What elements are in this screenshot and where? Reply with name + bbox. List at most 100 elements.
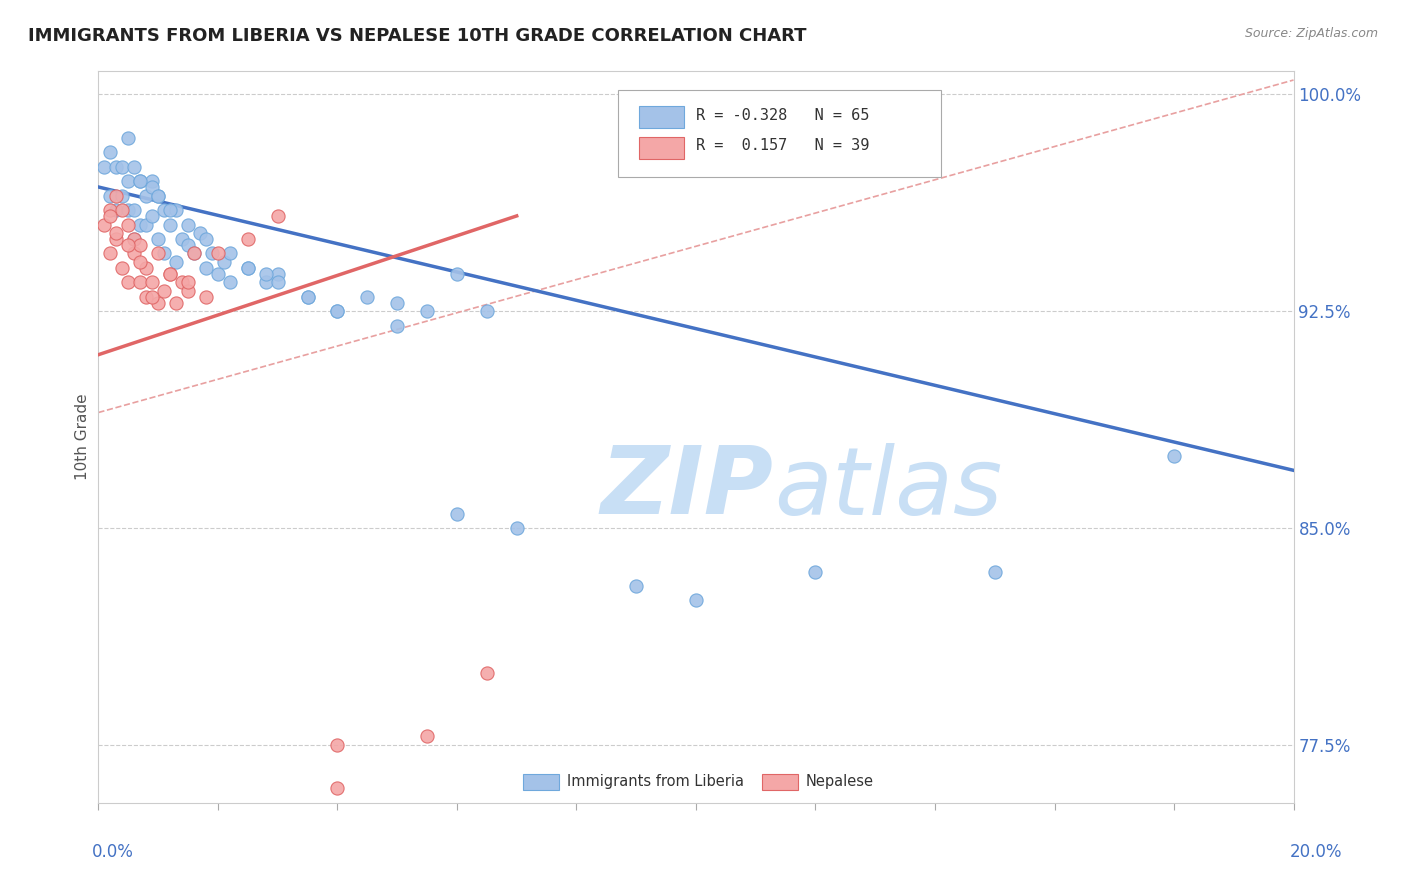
Point bbox=[165, 255, 187, 269]
Point bbox=[267, 209, 290, 223]
Point bbox=[129, 174, 152, 188]
Text: Immigrants from Liberia: Immigrants from Liberia bbox=[567, 774, 744, 789]
Point bbox=[117, 218, 139, 232]
Text: 20.0%: 20.0% bbox=[1291, 843, 1343, 861]
Bar bbox=[762, 773, 797, 789]
Point bbox=[219, 246, 242, 260]
Point bbox=[236, 232, 259, 246]
Text: 0.0%: 0.0% bbox=[91, 843, 134, 861]
Point bbox=[212, 255, 235, 269]
Y-axis label: 10th Grade: 10th Grade bbox=[75, 393, 90, 481]
Point bbox=[183, 246, 205, 260]
Point bbox=[297, 290, 319, 304]
Point bbox=[93, 218, 115, 232]
Point bbox=[93, 160, 115, 174]
Point bbox=[153, 246, 176, 260]
Point bbox=[124, 232, 146, 246]
Point bbox=[124, 203, 146, 218]
Point bbox=[153, 203, 176, 218]
Point bbox=[201, 246, 224, 260]
Point bbox=[129, 255, 152, 269]
Point bbox=[326, 781, 349, 796]
Point bbox=[124, 160, 146, 174]
Point bbox=[385, 295, 409, 310]
Point bbox=[135, 188, 157, 202]
Text: R = -0.328   N = 65: R = -0.328 N = 65 bbox=[696, 108, 869, 123]
Point bbox=[219, 276, 242, 290]
Text: atlas: atlas bbox=[773, 442, 1002, 533]
Point bbox=[105, 227, 128, 241]
Point bbox=[195, 232, 218, 246]
Point bbox=[506, 521, 529, 535]
Point bbox=[177, 218, 200, 232]
Point bbox=[148, 246, 170, 260]
Point bbox=[1163, 449, 1185, 463]
Point bbox=[356, 290, 378, 304]
Point bbox=[124, 232, 146, 246]
Point bbox=[129, 174, 152, 188]
Point bbox=[685, 593, 707, 607]
Text: Source: ZipAtlas.com: Source: ZipAtlas.com bbox=[1244, 27, 1378, 40]
Point bbox=[172, 232, 194, 246]
Point bbox=[188, 227, 211, 241]
Point bbox=[111, 260, 134, 275]
Point bbox=[141, 276, 163, 290]
Point bbox=[153, 284, 176, 298]
Point bbox=[98, 203, 122, 218]
Point bbox=[172, 276, 194, 290]
Point bbox=[105, 188, 128, 202]
Point bbox=[117, 237, 139, 252]
Point bbox=[159, 267, 181, 281]
Point bbox=[236, 260, 259, 275]
Point bbox=[159, 267, 181, 281]
Bar bbox=[638, 137, 685, 159]
Point bbox=[297, 290, 319, 304]
Point bbox=[105, 160, 128, 174]
Point bbox=[326, 738, 349, 752]
Point bbox=[984, 565, 1007, 579]
Bar bbox=[523, 773, 558, 789]
Point bbox=[117, 276, 139, 290]
Point bbox=[177, 284, 200, 298]
Point bbox=[98, 246, 122, 260]
Point bbox=[135, 290, 157, 304]
Point bbox=[148, 188, 170, 202]
Point bbox=[267, 276, 290, 290]
Bar bbox=[638, 106, 685, 128]
Point bbox=[148, 232, 170, 246]
Point bbox=[129, 237, 152, 252]
Point bbox=[177, 237, 200, 252]
Point bbox=[195, 260, 218, 275]
Point bbox=[141, 180, 163, 194]
Point bbox=[446, 507, 468, 521]
Point bbox=[159, 218, 181, 232]
Point bbox=[177, 276, 200, 290]
Point bbox=[135, 260, 157, 275]
Point bbox=[254, 276, 277, 290]
Point bbox=[475, 304, 498, 318]
Text: ZIP: ZIP bbox=[600, 442, 773, 534]
Point bbox=[105, 232, 128, 246]
Point bbox=[804, 565, 827, 579]
Point bbox=[111, 160, 134, 174]
Point bbox=[129, 218, 152, 232]
Point bbox=[416, 729, 439, 743]
Point bbox=[117, 203, 139, 218]
Point bbox=[183, 246, 205, 260]
Point bbox=[124, 246, 146, 260]
Point bbox=[141, 174, 163, 188]
Point bbox=[254, 267, 277, 281]
Point bbox=[165, 203, 187, 218]
Text: Nepalese: Nepalese bbox=[806, 774, 875, 789]
Text: R =  0.157   N = 39: R = 0.157 N = 39 bbox=[696, 138, 869, 153]
Point bbox=[267, 267, 290, 281]
Point bbox=[165, 295, 187, 310]
Point bbox=[141, 209, 163, 223]
Point bbox=[385, 318, 409, 333]
Point bbox=[159, 203, 181, 218]
Point bbox=[141, 290, 163, 304]
Point bbox=[195, 290, 218, 304]
Point bbox=[111, 188, 134, 202]
Point bbox=[111, 203, 134, 218]
Point bbox=[207, 246, 229, 260]
